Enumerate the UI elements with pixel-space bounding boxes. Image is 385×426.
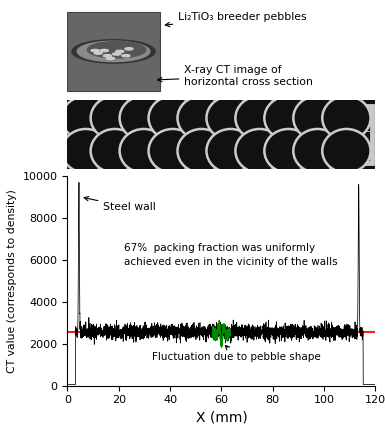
- Ellipse shape: [235, 129, 284, 173]
- Bar: [67, 12, 160, 91]
- Circle shape: [107, 57, 114, 60]
- Ellipse shape: [120, 96, 168, 140]
- Ellipse shape: [264, 96, 313, 140]
- Ellipse shape: [90, 96, 139, 140]
- Circle shape: [77, 41, 150, 62]
- Circle shape: [116, 50, 124, 52]
- Ellipse shape: [293, 96, 341, 140]
- Ellipse shape: [149, 129, 197, 173]
- Ellipse shape: [90, 129, 139, 173]
- Ellipse shape: [206, 129, 255, 173]
- Text: Steel wall: Steel wall: [84, 196, 156, 212]
- Circle shape: [125, 48, 133, 50]
- X-axis label: X (mm): X (mm): [196, 411, 247, 425]
- Circle shape: [113, 53, 121, 55]
- Ellipse shape: [322, 96, 371, 140]
- Circle shape: [94, 52, 102, 54]
- Circle shape: [100, 49, 108, 52]
- Ellipse shape: [177, 129, 226, 173]
- Circle shape: [122, 55, 130, 57]
- Ellipse shape: [149, 96, 197, 140]
- Y-axis label: CT value (corresponds to density): CT value (corresponds to density): [7, 189, 17, 373]
- Ellipse shape: [206, 96, 255, 140]
- Circle shape: [87, 41, 146, 58]
- Ellipse shape: [120, 129, 168, 173]
- Ellipse shape: [293, 129, 341, 173]
- Text: Li₂TiO₃ breeder pebbles: Li₂TiO₃ breeder pebbles: [165, 12, 307, 27]
- Ellipse shape: [322, 129, 371, 173]
- Ellipse shape: [177, 96, 226, 140]
- Circle shape: [104, 55, 111, 57]
- Ellipse shape: [235, 96, 284, 140]
- Circle shape: [91, 49, 99, 52]
- Ellipse shape: [264, 129, 313, 173]
- Ellipse shape: [62, 129, 110, 173]
- Ellipse shape: [62, 96, 110, 140]
- Text: X-ray CT image of
horizontal cross section: X-ray CT image of horizontal cross secti…: [157, 65, 313, 87]
- Text: Fluctuation due to pebble shape: Fluctuation due to pebble shape: [152, 345, 321, 362]
- Text: 67%  packing fraction was uniformly
achieved even in the vicinity of the walls: 67% packing fraction was uniformly achie…: [124, 243, 338, 267]
- Circle shape: [72, 40, 155, 63]
